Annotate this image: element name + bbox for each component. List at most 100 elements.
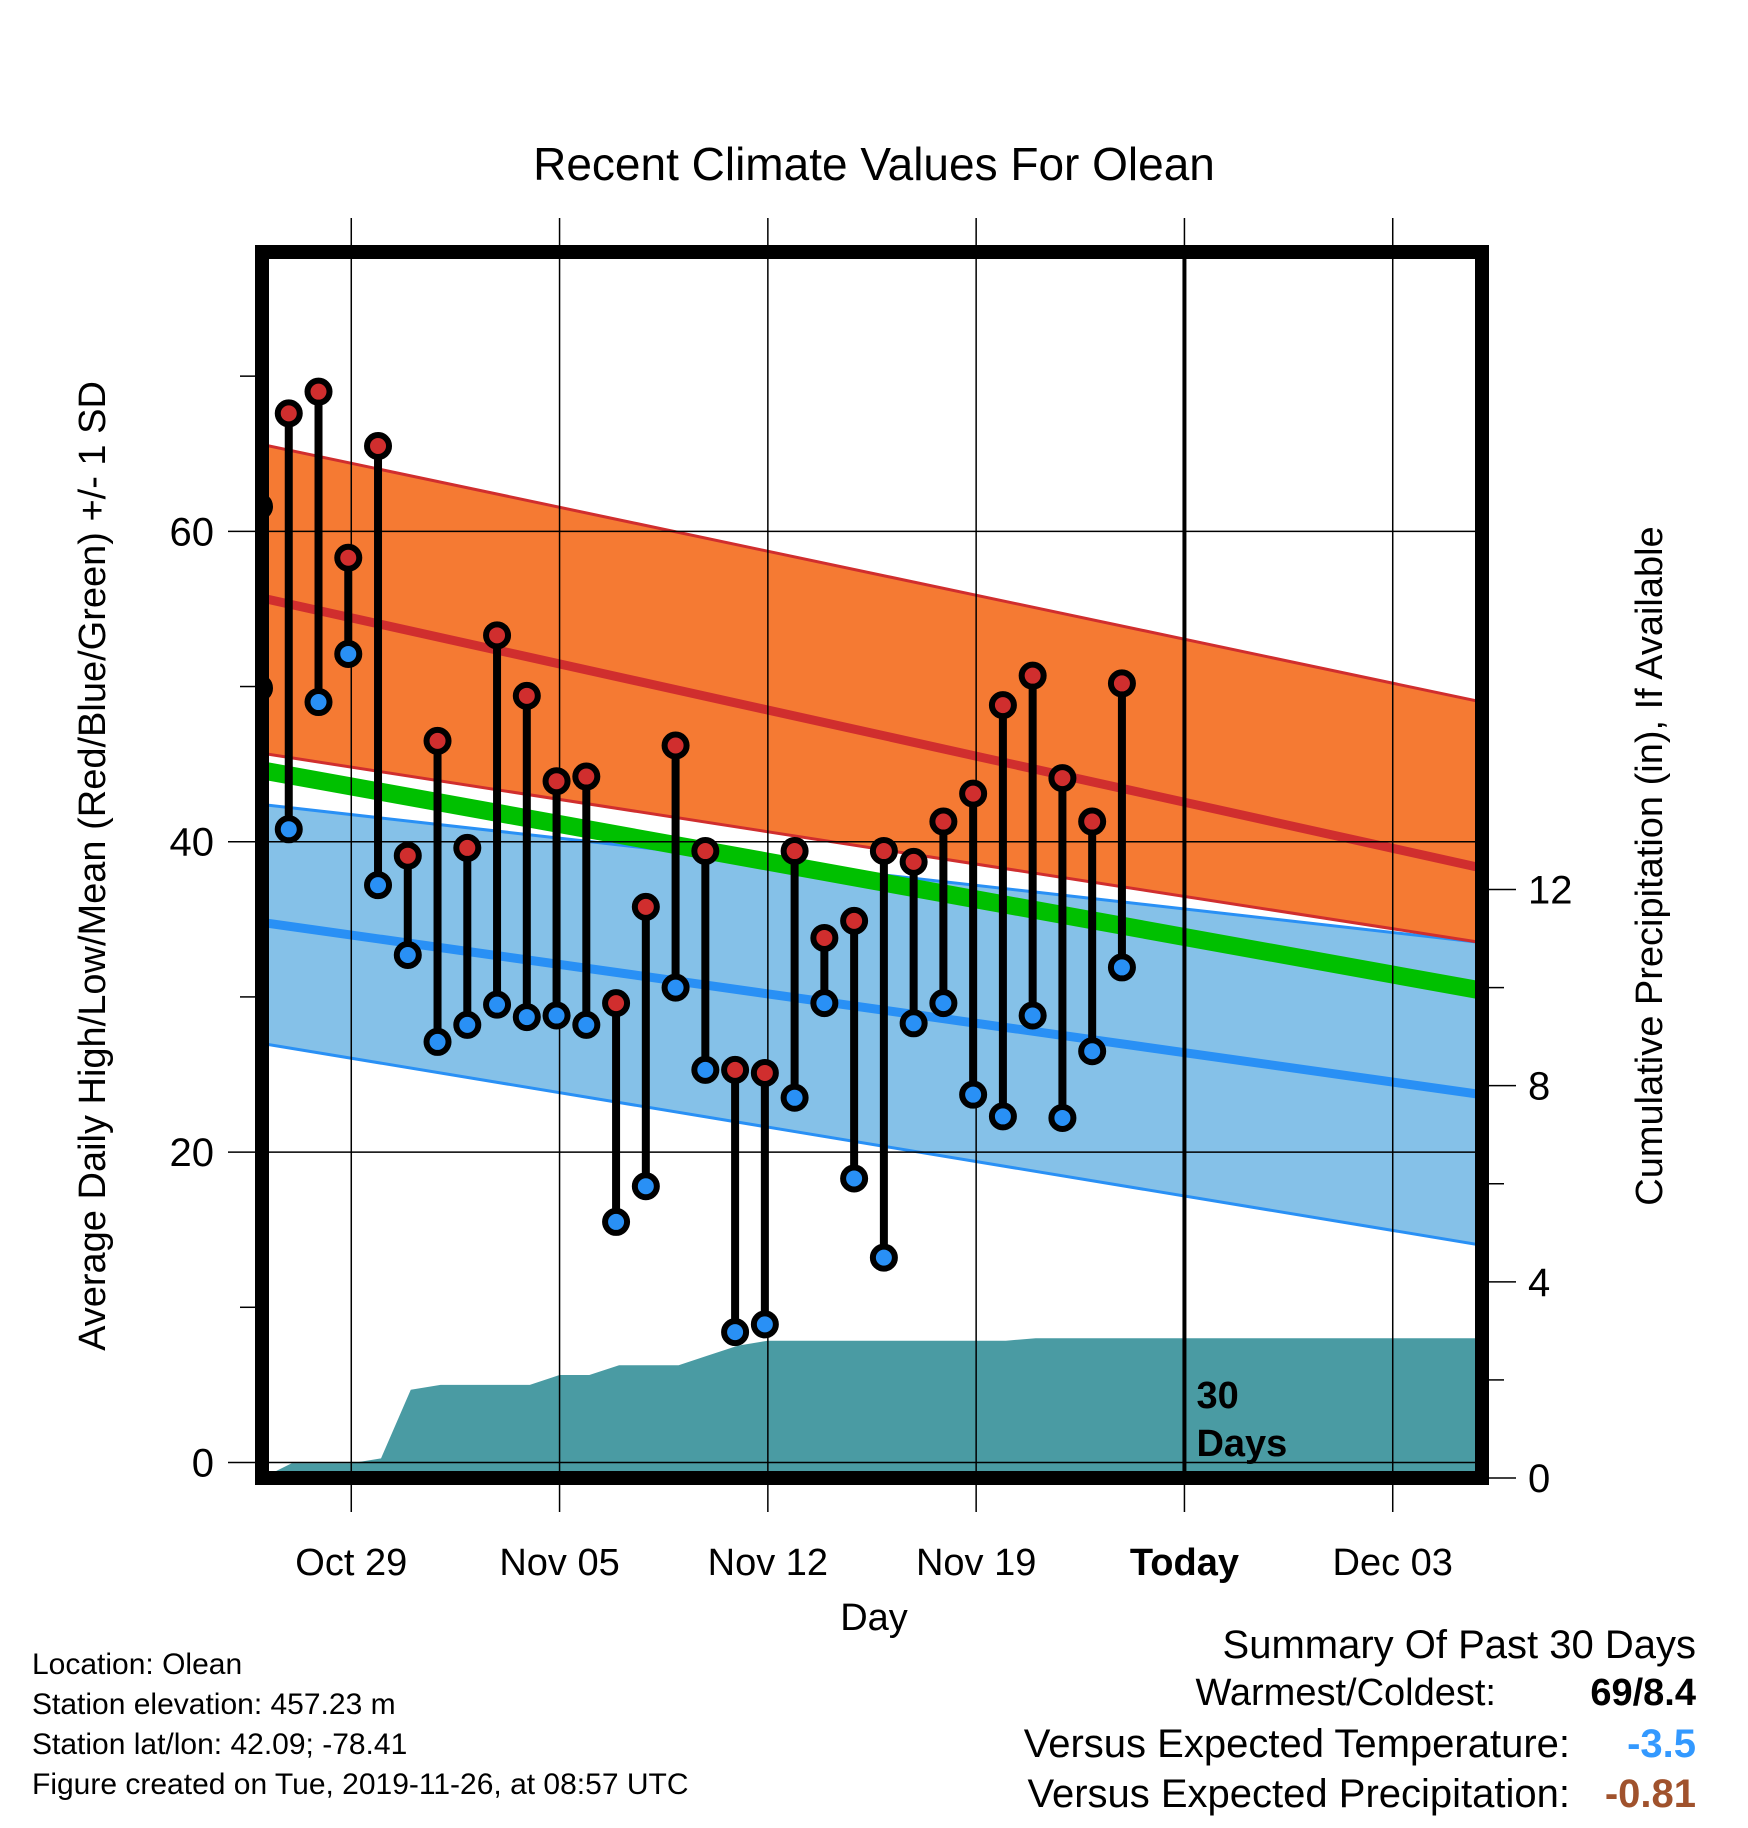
low-point	[631, 1172, 660, 1201]
high-point	[1048, 764, 1077, 793]
high-point	[810, 923, 839, 952]
high-point	[840, 906, 869, 935]
x-tick-label: Nov 05	[499, 1542, 619, 1584]
x-tick-label: Nov 19	[916, 1542, 1036, 1584]
warmest-label: Warmest/Coldest:	[1195, 1672, 1496, 1714]
low-point	[572, 1010, 601, 1039]
low-lower-line	[262, 1041, 1482, 1247]
today-label: 30	[1196, 1375, 1238, 1417]
high-point	[780, 837, 809, 866]
high-point	[1107, 669, 1136, 698]
low-point	[364, 871, 393, 900]
low-point	[959, 1080, 988, 1109]
precip-value: -0.81	[1604, 1772, 1696, 1816]
high-point	[483, 621, 512, 650]
low-point	[1107, 953, 1136, 982]
temp-value: -3.5	[1627, 1722, 1696, 1766]
high-point	[869, 837, 898, 866]
high-point	[929, 807, 958, 836]
y2-tick-label: 4	[1528, 1261, 1550, 1305]
low-point	[810, 989, 839, 1018]
low-point	[602, 1207, 631, 1236]
low-normal-band	[262, 804, 1482, 1246]
y2-tick-label: 12	[1528, 869, 1573, 913]
high-point	[304, 377, 333, 406]
high-normal-band	[262, 444, 1482, 943]
low-point	[483, 990, 512, 1019]
low-point	[1048, 1103, 1077, 1132]
low-point	[780, 1083, 809, 1112]
high-point	[602, 989, 631, 1018]
y-tick-label: 20	[170, 1131, 215, 1175]
high-point	[750, 1058, 779, 1087]
plot-content: 30 Days	[262, 252, 1482, 1478]
high-point	[423, 726, 452, 755]
high-point	[721, 1055, 750, 1084]
plot-frame	[255, 245, 1489, 1485]
high-point	[661, 731, 690, 760]
y-tick-label: 60	[170, 510, 215, 554]
low-point	[393, 941, 422, 970]
low-point	[661, 973, 690, 1002]
y2-axis-label: Cumulative Precipitation (in), If Availa…	[1629, 526, 1671, 1205]
high-point	[542, 767, 571, 796]
y2-tick-label: 0	[1528, 1457, 1550, 1501]
precip-area	[262, 1338, 1482, 1478]
x-axis-label: Day	[840, 1597, 908, 1639]
high-upper-line	[262, 442, 1482, 704]
low-point	[304, 688, 333, 717]
y-axis-label: Average Daily High/Low/Mean (Red/Blue/Gr…	[72, 381, 114, 1351]
warmest-value: 69/8.4	[1590, 1672, 1696, 1714]
low-point	[334, 639, 363, 668]
figure-created: Figure created on Tue, 2019-11-26, at 08…	[32, 1768, 689, 1801]
high-point	[1078, 807, 1107, 836]
low-point	[691, 1055, 720, 1084]
low-point	[542, 1001, 571, 1030]
low-point	[512, 1003, 541, 1032]
low-point	[929, 989, 958, 1018]
high-point	[274, 399, 303, 428]
y-tick-label: 40	[170, 821, 215, 865]
low-point	[869, 1243, 898, 1272]
high-point	[393, 841, 422, 870]
low-point	[899, 1009, 928, 1038]
high-point	[453, 833, 482, 862]
x-tick-label: Dec 03	[1333, 1542, 1453, 1584]
temp-label: Versus Expected Temperature:	[1023, 1722, 1570, 1766]
x-tick-label: Nov 12	[708, 1542, 828, 1584]
summary-title: Summary Of Past 30 Days	[1222, 1623, 1696, 1667]
y2-tick-label: 8	[1528, 1065, 1550, 1109]
mean-normal-line	[262, 761, 1482, 1000]
low-point	[423, 1027, 452, 1056]
today-label: Days	[1196, 1423, 1287, 1465]
high-point	[899, 847, 928, 876]
station-latlon: Station lat/lon: 42.09; -78.41	[32, 1728, 408, 1761]
y-tick-label: 0	[192, 1441, 214, 1485]
high-point	[1018, 661, 1047, 690]
high-point	[334, 543, 363, 572]
x-tick-label: Today	[1130, 1542, 1239, 1584]
low-point	[988, 1102, 1017, 1131]
high-point	[959, 779, 988, 808]
low-point	[750, 1310, 779, 1339]
low-point	[274, 815, 303, 844]
low-point	[1078, 1037, 1107, 1066]
x-tick-label: Oct 29	[295, 1542, 407, 1584]
low-point	[721, 1318, 750, 1347]
precip-label: Versus Expected Precipitation:	[1027, 1772, 1570, 1816]
station-location: Location: Olean	[32, 1648, 243, 1681]
high-point	[512, 681, 541, 710]
chart-title: Recent Climate Values For Olean	[533, 138, 1215, 190]
low-point	[453, 1010, 482, 1039]
high-point	[364, 431, 393, 460]
station-elevation: Station elevation: 457.23 m	[32, 1688, 396, 1721]
low-point	[1018, 1001, 1047, 1030]
high-point	[691, 837, 720, 866]
high-point	[988, 691, 1017, 720]
high-mean-line	[262, 593, 1482, 873]
high-point	[572, 762, 601, 791]
low-point	[840, 1164, 869, 1193]
high-point	[631, 892, 660, 921]
plot-area: 30 Days 0 20 40 60 0 4 8 12 Oct 29 Nov 05 Nov 12 Nov …	[170, 218, 1573, 1584]
